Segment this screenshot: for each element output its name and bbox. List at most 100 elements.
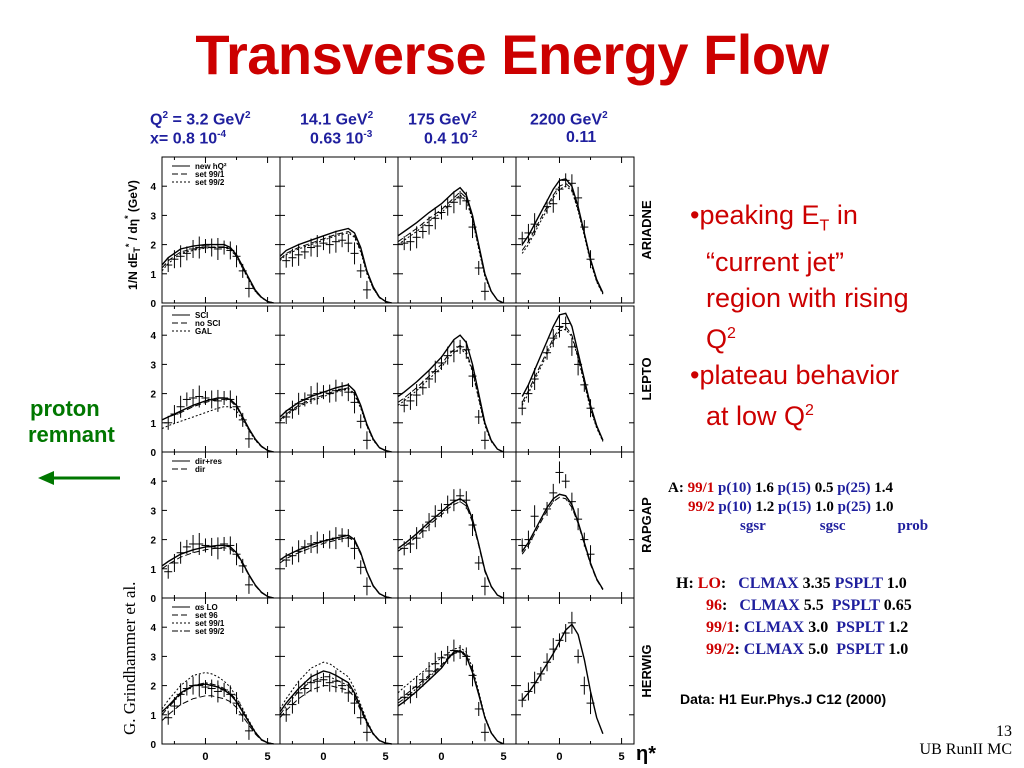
param-value: 3.0 <box>808 619 828 636</box>
course-label: UB RunII MC <box>920 741 1012 759</box>
panel-r4-c2 <box>280 598 398 744</box>
bullet-2-sup: 2 <box>805 402 814 419</box>
panel-r1-c4 <box>516 157 634 303</box>
herwig-params: H: LO: CLMAX 3.35 PSPLT 1.0 96: CLMAX 5.… <box>676 573 912 661</box>
herwig-row-2: 96: CLMAX 5.5 PSPLT 0.65 <box>676 595 912 617</box>
remnant-label: remnant <box>28 422 115 448</box>
param-key: p(25) <box>837 480 870 496</box>
y-tick-label: 4 <box>150 331 156 342</box>
author-credit: G. Grindhammer et al. <box>120 582 140 735</box>
param-value: 1.0 <box>888 641 908 658</box>
legend-label: set 99/2 <box>195 627 225 636</box>
y-tick-label: 1 <box>150 270 156 281</box>
y-axis-label-unit: (GeV) <box>126 180 140 215</box>
bullet-1-sub: T <box>820 217 830 234</box>
row-label-lepto: LEPTO <box>639 357 654 400</box>
row-label-herwig: HERWIG <box>639 644 654 697</box>
y-tick-label: 3 <box>150 211 156 222</box>
panel-frame <box>398 157 516 303</box>
herwig-row-4: 99/2: CLMAX 5.0 PSPLT 1.0 <box>676 639 912 661</box>
model-curve-2 <box>162 696 274 744</box>
panel-r2-c4 <box>516 306 634 452</box>
param-key: CLMAX <box>738 575 798 592</box>
param-name: prob <box>898 518 929 534</box>
row-label-ariadne: ARIADNE <box>639 200 654 260</box>
param-key: p(15) <box>778 499 811 515</box>
model-curve-3 <box>398 195 504 303</box>
model-curve-1 <box>398 499 504 598</box>
panel-frame <box>162 452 280 598</box>
panel-r2-c2 <box>280 306 398 452</box>
model-curve-1 <box>398 188 504 303</box>
y-tick-label: 2 <box>150 536 156 547</box>
herwig-set: 99/2 <box>706 641 734 658</box>
herwig-set: 99/1 <box>706 619 734 636</box>
param-value: 1.0 <box>815 499 834 515</box>
y-tick-label: 0 <box>150 299 156 310</box>
panel-frame <box>398 306 516 452</box>
y-tick-label: 1 <box>150 565 156 576</box>
model-curve-3 <box>162 407 274 452</box>
bullet-2-text: at low Q <box>706 401 805 431</box>
param-key: p(10) <box>718 480 751 496</box>
ariadne-row-1: A: 99/1 p(10) 1.6 p(15) 0.5 p(25) 1.4 <box>668 480 928 497</box>
param-key: CLMAX <box>744 619 804 636</box>
x-tick-label: 5 <box>383 751 389 763</box>
herwig-colon: : <box>722 597 727 614</box>
panel-frame <box>516 157 634 303</box>
y-tick-label: 2 <box>150 390 156 401</box>
param-key: p(10) <box>718 499 751 515</box>
proton-remnant-label: proton remnant <box>28 396 115 448</box>
y-tick-label: 3 <box>150 360 156 371</box>
param-value: 3.35 <box>803 575 831 592</box>
param-value: 5.5 <box>804 597 824 614</box>
panel-r1-c2 <box>280 157 398 303</box>
param-value: 1.6 <box>755 480 774 496</box>
panel-r4-c4 <box>516 598 634 744</box>
panel-r2-c3 <box>398 306 516 452</box>
legend-label: set 99/2 <box>195 178 225 187</box>
y-tick-label: 2 <box>150 682 156 693</box>
x-tick-label: 0 <box>556 751 562 763</box>
herwig-colon: : <box>734 641 739 658</box>
x-tick-label: 0 <box>202 751 208 763</box>
legend-label: dir <box>195 465 205 474</box>
param-key: PSPLT <box>836 619 884 636</box>
y-tick-label: 0 <box>150 448 156 459</box>
x-tick-label: 0 <box>438 751 444 763</box>
bullet-1-q: Q <box>706 324 727 354</box>
data-citation: Data: H1 Eur.Phys.J C12 (2000) <box>680 691 886 707</box>
bullet-1-in: in <box>829 200 858 230</box>
panel-r4-c3 <box>398 598 516 744</box>
y-tick-label: 3 <box>150 652 156 663</box>
panel-frame <box>280 452 398 598</box>
ariadne-params: A: 99/1 p(10) 1.6 p(15) 0.5 p(25) 1.4 99… <box>668 480 928 535</box>
y-axis-label-mid: / dη <box>126 219 140 244</box>
herwig-set: 96 <box>706 597 722 614</box>
model-curve-1 <box>398 651 504 744</box>
model-curve-2 <box>398 345 504 452</box>
param-key: p(25) <box>838 499 871 515</box>
x-axis-label: η* <box>636 743 656 765</box>
param-value: 1.4 <box>874 480 893 496</box>
param-key: PSPLT <box>832 597 880 614</box>
ariadne-row-3: sgsr sgsc prob <box>668 518 928 535</box>
panel-frame <box>516 598 634 744</box>
panel-r1-c3 <box>398 157 516 303</box>
bullet-1-line-3: region with rising <box>690 280 909 316</box>
y-axis-label-main: 1/N dE <box>126 253 140 290</box>
page-number: 13 <box>920 723 1012 741</box>
panel-frame <box>280 598 398 744</box>
x-tick-label: 5 <box>501 751 507 763</box>
herwig-colon: : <box>734 619 739 636</box>
model-curve-2 <box>398 192 504 303</box>
param-value: 1.0 <box>887 575 907 592</box>
model-curve-3 <box>398 648 504 744</box>
y-tick-label: 4 <box>150 182 156 193</box>
panel-frame <box>516 452 634 598</box>
bullet-2-line-1: •plateau behavior <box>690 357 909 393</box>
bullet-1-text: •peaking E <box>690 200 820 230</box>
panel-frame <box>398 598 516 744</box>
y-tick-label: 0 <box>150 740 156 751</box>
proton-label: proton <box>28 396 115 422</box>
